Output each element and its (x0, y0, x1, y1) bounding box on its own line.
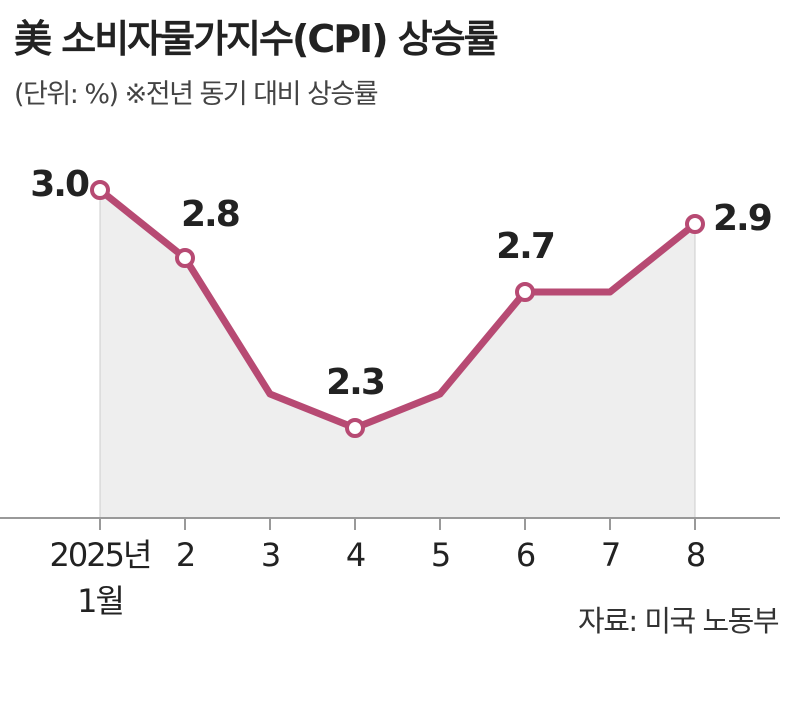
marker (515, 282, 535, 302)
chart-title: 美 소비자물가지수(CPI) 상승률 (14, 17, 499, 61)
x-tick-label: 6 (515, 536, 536, 574)
data-label: 3.0 (30, 164, 89, 205)
data-label: 2.8 (181, 194, 239, 235)
x-tick-label: 4 (345, 536, 366, 574)
data-label: 2.7 (496, 226, 554, 267)
x-tick-label: 3 (260, 536, 281, 574)
marker (685, 214, 705, 234)
data-label: 2.3 (326, 362, 384, 403)
marker (90, 180, 110, 200)
x-tick-label: 8 (685, 536, 706, 574)
x-tick-label: 5 (430, 536, 451, 574)
marker (345, 418, 365, 438)
data-label: 2.9 (713, 198, 771, 239)
marker (175, 248, 195, 268)
line (97, 187, 698, 432)
source: 자료: 미국 노동부 (578, 604, 779, 638)
area (100, 190, 695, 518)
x-tick-label: 7 (600, 536, 621, 574)
x-tick-label: 2025년 1월 (49, 536, 153, 620)
chart-subtitle: (단위: %) ※전년 동기 대비 상승률 (14, 79, 379, 110)
x-tick-label: 2 (175, 536, 196, 574)
